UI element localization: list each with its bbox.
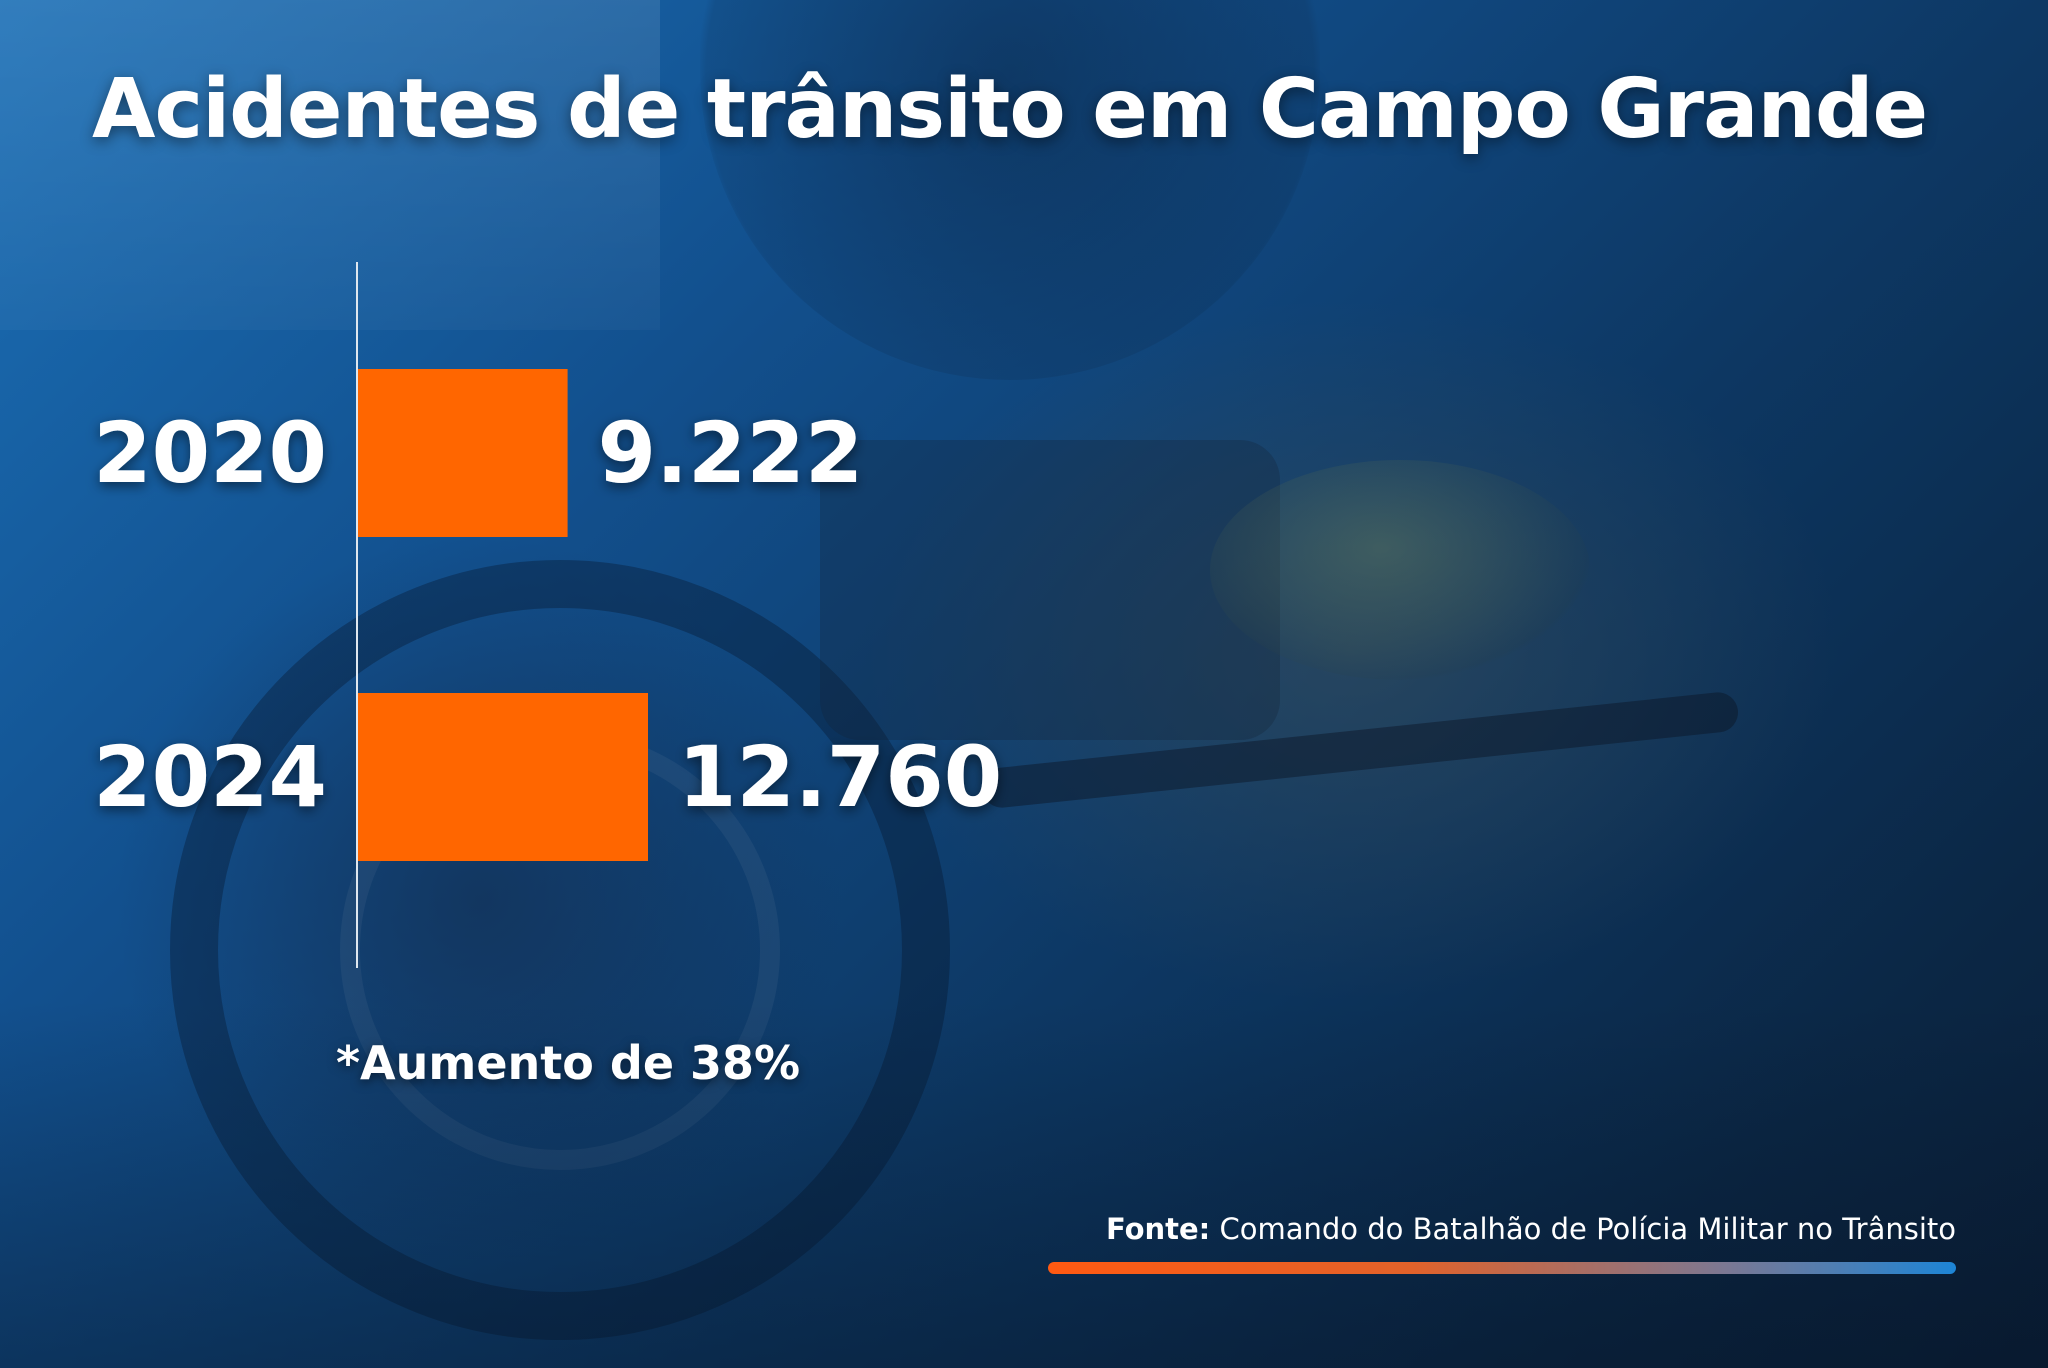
category-label-2024: 2024 <box>93 728 327 826</box>
increase-note: *Aumento de 38% <box>336 1036 801 1090</box>
value-label-2020: 9.222 <box>598 404 864 502</box>
source-text: Comando do Batalhão de Polícia Militar n… <box>1210 1212 1956 1246</box>
source-credit: Fonte: Comando do Batalhão de Polícia Mi… <box>1106 1212 1956 1246</box>
source-label: Fonte: <box>1105 1212 1211 1246</box>
bar-2024 <box>358 693 648 861</box>
value-label-2024: 12.760 <box>678 728 1002 826</box>
source-gradient-rule <box>1048 1262 1956 1274</box>
chart-title: Acidentes de trânsito em Campo Grande <box>92 62 1928 157</box>
category-label-2020: 2020 <box>93 404 327 502</box>
bar-2020 <box>358 369 568 537</box>
